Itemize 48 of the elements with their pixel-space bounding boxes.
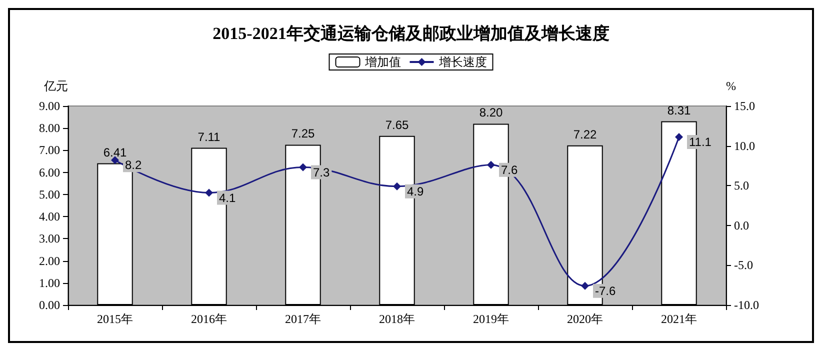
data-label: 7.65	[385, 118, 409, 132]
y-tick-label: 8.00	[39, 121, 60, 136]
point	[487, 160, 495, 169]
y-tick-label: 3.00	[39, 232, 60, 246]
x-tick-label: 2016年	[191, 312, 227, 326]
legend-label: 增加值	[364, 55, 401, 69]
data-label: 6.41	[103, 145, 127, 160]
data-label: -7.6	[595, 284, 616, 298]
x-tick-label: 2017年	[285, 312, 321, 326]
data-label: 8.31	[667, 103, 691, 118]
y2-axis-title: %	[726, 79, 736, 93]
y-tick-label: 4.00	[39, 210, 60, 224]
y-axis-title: 亿元	[43, 79, 68, 93]
data-label: 7.3	[313, 165, 330, 180]
y2-tick-label: 0.0	[734, 218, 749, 232]
y-tick-label: 5.00	[39, 187, 60, 202]
y2-tick-label: -10.0	[734, 298, 759, 312]
legend-label: 增长速度	[438, 55, 487, 69]
y-tick-label: 9.00	[39, 99, 60, 113]
data-label: 11.1	[689, 135, 712, 150]
y-tick-label: 6.00	[39, 165, 60, 180]
y2-tick-label: 5.0	[734, 178, 749, 193]
point	[581, 282, 589, 290]
data-label: 7.25	[291, 126, 315, 141]
data-label: 4.9	[407, 184, 424, 198]
y2-tick-label: 15.0	[734, 99, 755, 113]
y-tick-label: 7.00	[39, 143, 60, 158]
y-tick-label: 2.00	[39, 254, 60, 268]
y2-tick-label: -5.0	[734, 258, 753, 272]
data-label: 7.11	[198, 130, 221, 144]
data-label: 7.22	[573, 127, 597, 142]
y-tick-label: 1.00	[39, 276, 60, 290]
x-tick-label: 2021年	[661, 312, 697, 326]
data-label: 4.1	[219, 190, 236, 205]
x-tick-label: 2015年	[97, 312, 133, 326]
y2-tick-label: 10.0	[734, 138, 755, 153]
point	[675, 133, 683, 142]
chart-title: 2015-2021年交通运输仓储及邮政业增加值及增长速度	[212, 24, 610, 43]
x-tick-label: 2020年	[567, 312, 603, 326]
data-label: 7.6	[501, 162, 518, 177]
data-label: 8.2	[125, 158, 142, 172]
y-tick-label: 0.00	[39, 298, 60, 312]
point	[393, 182, 401, 190]
x-tick-label: 2018年	[379, 312, 415, 326]
point	[299, 163, 307, 172]
x-tick-label: 2019年	[473, 312, 509, 326]
point	[205, 188, 213, 197]
data-label: 8.20	[479, 106, 503, 120]
